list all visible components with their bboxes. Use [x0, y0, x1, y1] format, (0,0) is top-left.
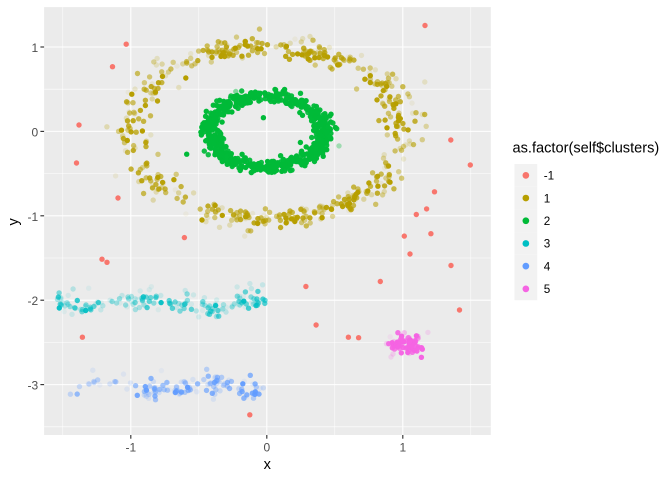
svg-text:1: 1 — [32, 41, 39, 55]
svg-text:5: 5 — [544, 283, 551, 296]
svg-text:y: y — [6, 217, 22, 225]
svg-text:-1: -1 — [125, 440, 136, 454]
svg-text:4: 4 — [544, 260, 551, 273]
svg-text:2: 2 — [544, 215, 551, 228]
svg-text:0: 0 — [263, 440, 270, 454]
svg-text:3: 3 — [544, 238, 551, 251]
svg-text:-3: -3 — [28, 379, 39, 393]
svg-text:-1: -1 — [28, 210, 39, 224]
svg-text:1: 1 — [399, 440, 406, 454]
svg-text:as.factor(self$clusters): as.factor(self$clusters) — [513, 140, 660, 156]
svg-text:-2: -2 — [28, 294, 39, 308]
svg-text:-1: -1 — [544, 170, 554, 183]
svg-text:0: 0 — [32, 125, 39, 139]
svg-text:x: x — [264, 457, 272, 473]
svg-text:1: 1 — [544, 192, 551, 205]
